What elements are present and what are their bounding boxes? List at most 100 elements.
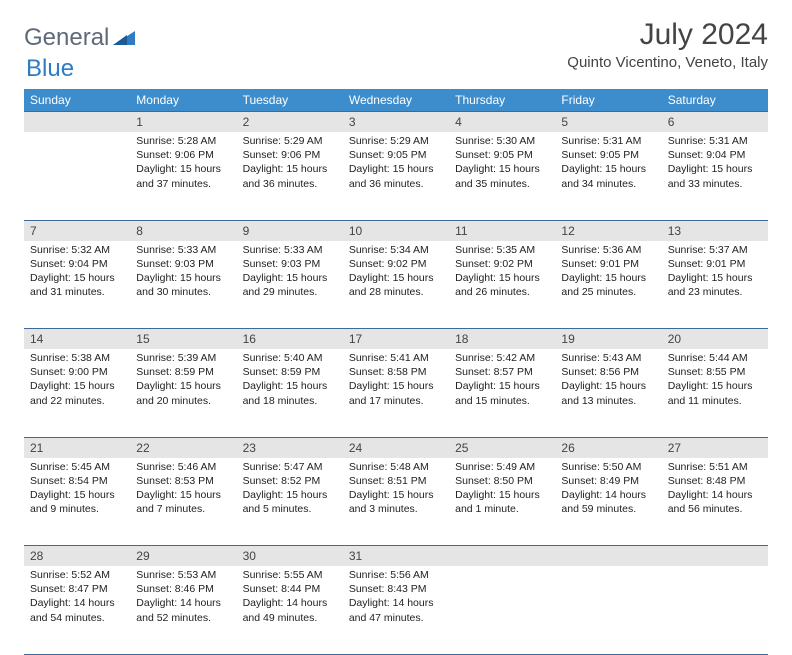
day-details: Sunrise: 5:48 AMSunset: 8:51 PMDaylight:… xyxy=(343,458,449,521)
sunset-text: Sunset: 9:05 PM xyxy=(349,148,443,162)
sunrise-text: Sunrise: 5:36 AM xyxy=(561,243,655,257)
day-number: 4 xyxy=(449,112,555,132)
daynum-row: 123456 xyxy=(24,112,768,133)
day-number-cell: 14 xyxy=(24,329,130,350)
day-number: 2 xyxy=(237,112,343,132)
daylight-text-1: Daylight: 15 hours xyxy=(455,271,549,285)
day-number-cell: 17 xyxy=(343,329,449,350)
sunset-text: Sunset: 9:06 PM xyxy=(243,148,337,162)
sunset-text: Sunset: 8:43 PM xyxy=(349,582,443,596)
daylight-text-1: Daylight: 15 hours xyxy=(30,271,124,285)
daylight-text-2: and 15 minutes. xyxy=(455,394,549,408)
day-number: 9 xyxy=(237,221,343,241)
day-body-cell xyxy=(555,566,661,654)
day-body-cell: Sunrise: 5:40 AMSunset: 8:59 PMDaylight:… xyxy=(237,349,343,437)
day-details: Sunrise: 5:37 AMSunset: 9:01 PMDaylight:… xyxy=(662,241,768,304)
day-details: Sunrise: 5:32 AMSunset: 9:04 PMDaylight:… xyxy=(24,241,130,304)
daylight-text-2: and 54 minutes. xyxy=(30,611,124,625)
day-number-cell: 15 xyxy=(130,329,236,350)
sunrise-text: Sunrise: 5:30 AM xyxy=(455,134,549,148)
sunrise-text: Sunrise: 5:40 AM xyxy=(243,351,337,365)
day-number-cell: 28 xyxy=(24,546,130,567)
daylight-text-2: and 22 minutes. xyxy=(30,394,124,408)
daylight-text-2: and 36 minutes. xyxy=(243,177,337,191)
day-body-cell: Sunrise: 5:37 AMSunset: 9:01 PMDaylight:… xyxy=(662,241,768,329)
daynum-row: 78910111213 xyxy=(24,220,768,241)
day-body-cell: Sunrise: 5:52 AMSunset: 8:47 PMDaylight:… xyxy=(24,566,130,654)
sunset-text: Sunset: 9:04 PM xyxy=(30,257,124,271)
day-body-cell: Sunrise: 5:35 AMSunset: 9:02 PMDaylight:… xyxy=(449,241,555,329)
daylight-text-1: Daylight: 14 hours xyxy=(243,596,337,610)
day-body-cell: Sunrise: 5:29 AMSunset: 9:05 PMDaylight:… xyxy=(343,132,449,220)
day-number-cell: 21 xyxy=(24,437,130,458)
daylight-text-1: Daylight: 15 hours xyxy=(136,379,230,393)
daylight-text-2: and 17 minutes. xyxy=(349,394,443,408)
sunrise-text: Sunrise: 5:42 AM xyxy=(455,351,549,365)
day-number-cell xyxy=(449,546,555,567)
day-number-cell: 31 xyxy=(343,546,449,567)
weekday-header: Sunday xyxy=(24,89,130,112)
day-number-cell: 7 xyxy=(24,220,130,241)
sunrise-text: Sunrise: 5:41 AM xyxy=(349,351,443,365)
daylight-text-2: and 18 minutes. xyxy=(243,394,337,408)
daylight-text-2: and 25 minutes. xyxy=(561,285,655,299)
day-number-cell: 4 xyxy=(449,112,555,133)
sunset-text: Sunset: 9:05 PM xyxy=(455,148,549,162)
weekday-header: Tuesday xyxy=(237,89,343,112)
sunset-text: Sunset: 9:02 PM xyxy=(349,257,443,271)
sunrise-text: Sunrise: 5:50 AM xyxy=(561,460,655,474)
day-number-cell xyxy=(24,112,130,133)
day-body-cell: Sunrise: 5:28 AMSunset: 9:06 PMDaylight:… xyxy=(130,132,236,220)
daylight-text-2: and 36 minutes. xyxy=(349,177,443,191)
day-body-cell: Sunrise: 5:51 AMSunset: 8:48 PMDaylight:… xyxy=(662,458,768,546)
daylight-text-2: and 3 minutes. xyxy=(349,502,443,516)
sunset-text: Sunset: 9:01 PM xyxy=(561,257,655,271)
daynum-row: 28293031 xyxy=(24,546,768,567)
daylight-text-2: and 56 minutes. xyxy=(668,502,762,516)
day-number: 16 xyxy=(237,329,343,349)
daylight-text-1: Daylight: 14 hours xyxy=(136,596,230,610)
sunset-text: Sunset: 8:47 PM xyxy=(30,582,124,596)
daylight-text-1: Daylight: 15 hours xyxy=(136,271,230,285)
daylight-text-1: Daylight: 14 hours xyxy=(30,596,124,610)
daylight-text-1: Daylight: 14 hours xyxy=(349,596,443,610)
day-details: Sunrise: 5:56 AMSunset: 8:43 PMDaylight:… xyxy=(343,566,449,629)
daylight-text-1: Daylight: 15 hours xyxy=(561,379,655,393)
day-number-cell: 3 xyxy=(343,112,449,133)
day-body-cell: Sunrise: 5:36 AMSunset: 9:01 PMDaylight:… xyxy=(555,241,661,329)
calendar-table: Sunday Monday Tuesday Wednesday Thursday… xyxy=(24,89,768,655)
sunset-text: Sunset: 8:46 PM xyxy=(136,582,230,596)
daylight-text-1: Daylight: 15 hours xyxy=(668,162,762,176)
day-number: 28 xyxy=(24,546,130,566)
daynum-row: 21222324252627 xyxy=(24,437,768,458)
daylight-text-1: Daylight: 15 hours xyxy=(455,162,549,176)
sunrise-text: Sunrise: 5:33 AM xyxy=(136,243,230,257)
day-body-cell: Sunrise: 5:49 AMSunset: 8:50 PMDaylight:… xyxy=(449,458,555,546)
day-body-cell: Sunrise: 5:48 AMSunset: 8:51 PMDaylight:… xyxy=(343,458,449,546)
day-number-cell: 5 xyxy=(555,112,661,133)
daylight-text-2: and 31 minutes. xyxy=(30,285,124,299)
day-number-cell: 6 xyxy=(662,112,768,133)
day-body-cell: Sunrise: 5:55 AMSunset: 8:44 PMDaylight:… xyxy=(237,566,343,654)
daylight-text-2: and 23 minutes. xyxy=(668,285,762,299)
daynum-row: 14151617181920 xyxy=(24,329,768,350)
day-body-cell: Sunrise: 5:38 AMSunset: 9:00 PMDaylight:… xyxy=(24,349,130,437)
day-number: 12 xyxy=(555,221,661,241)
daylight-text-1: Daylight: 15 hours xyxy=(243,379,337,393)
sunrise-text: Sunrise: 5:45 AM xyxy=(30,460,124,474)
day-body-cell: Sunrise: 5:39 AMSunset: 8:59 PMDaylight:… xyxy=(130,349,236,437)
day-number: 13 xyxy=(662,221,768,241)
daylight-text-1: Daylight: 15 hours xyxy=(243,271,337,285)
day-number-cell: 2 xyxy=(237,112,343,133)
day-number: 29 xyxy=(130,546,236,566)
day-number-cell: 10 xyxy=(343,220,449,241)
day-details: Sunrise: 5:35 AMSunset: 9:02 PMDaylight:… xyxy=(449,241,555,304)
day-details: Sunrise: 5:28 AMSunset: 9:06 PMDaylight:… xyxy=(130,132,236,195)
sunset-text: Sunset: 8:54 PM xyxy=(30,474,124,488)
sunset-text: Sunset: 8:55 PM xyxy=(668,365,762,379)
daybody-row: Sunrise: 5:52 AMSunset: 8:47 PMDaylight:… xyxy=(24,566,768,654)
sunset-text: Sunset: 8:57 PM xyxy=(455,365,549,379)
sunset-text: Sunset: 8:51 PM xyxy=(349,474,443,488)
day-number: 26 xyxy=(555,438,661,458)
day-number-cell: 13 xyxy=(662,220,768,241)
